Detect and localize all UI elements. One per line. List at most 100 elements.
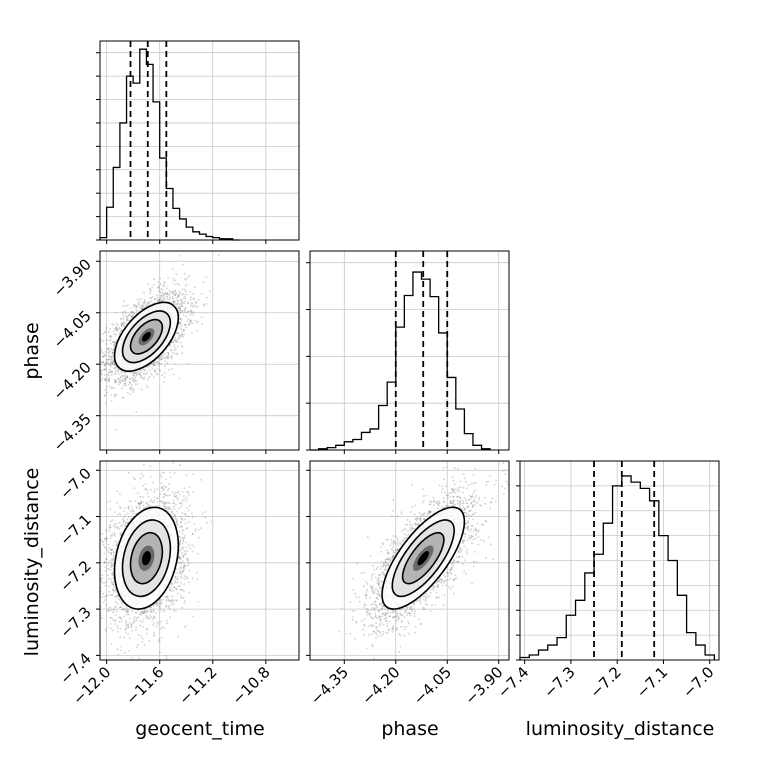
scatter-point: [133, 371, 136, 374]
scatter-point: [104, 351, 107, 353]
scatter-point: [115, 619, 117, 622]
scatter-point: [179, 562, 182, 565]
scatter-point: [105, 342, 108, 345]
scatter-point: [188, 274, 191, 277]
scatter-point: [139, 373, 142, 376]
scatter-point: [144, 482, 147, 485]
scatter-point: [107, 377, 110, 379]
scatter-point: [123, 325, 126, 328]
scatter-point: [141, 637, 144, 640]
scatter-point: [183, 487, 186, 490]
scatter-point: [153, 634, 156, 636]
scatter-point: [176, 282, 179, 285]
scatter-point: [104, 394, 106, 396]
scatter-point: [184, 300, 187, 303]
scatter-point: [105, 402, 107, 405]
scatter-point: [176, 520, 178, 523]
scatter-point: [190, 302, 193, 305]
scatter-point: [217, 254, 220, 256]
scatter-point: [128, 637, 131, 640]
scatter-point: [196, 321, 198, 324]
scatter-point: [108, 378, 110, 381]
scatter-point: [141, 307, 143, 309]
scatter-point: [108, 379, 110, 381]
scatter-point: [175, 297, 178, 300]
scatter-point: [169, 348, 172, 351]
scatter-point: [128, 649, 131, 652]
scatter-point: [139, 495, 142, 498]
scatter-point: [136, 383, 139, 385]
scatter-point: [174, 336, 177, 339]
scatter-point: [94, 639, 96, 641]
scatter-point: [124, 608, 126, 611]
scatter-point: [114, 526, 117, 528]
scatter-point: [177, 306, 180, 308]
scatter-point: [151, 362, 154, 365]
scatter-point: [191, 322, 194, 324]
scatter-point: [163, 471, 166, 474]
scatter-point: [108, 347, 110, 350]
scatter-point: [183, 537, 186, 539]
scatter-point: [189, 313, 192, 316]
scatter-point: [109, 371, 111, 374]
scatter-point: [140, 502, 142, 504]
scatter-point: [186, 363, 189, 365]
scatter-point: [100, 617, 103, 619]
scatter-point: [165, 293, 168, 295]
histogram-steps: [519, 475, 716, 660]
scatter-point: [110, 572, 113, 575]
scatter-point: [124, 621, 127, 624]
scatter-point: [160, 288, 163, 290]
scatter-point: [117, 377, 120, 380]
scatter-point: [179, 305, 181, 308]
scatter-point: [177, 635, 180, 638]
scatter-point: [122, 312, 124, 315]
scatter-point: [105, 358, 108, 361]
scatter-point: [177, 294, 180, 296]
scatter-point: [134, 612, 137, 614]
scatter-point: [140, 614, 143, 616]
scatter-point: [137, 616, 140, 618]
scatter-point: [103, 369, 106, 371]
scatter-point: [149, 297, 152, 300]
scatter-point: [177, 295, 179, 298]
scatter-point: [196, 329, 198, 332]
scatter-point: [178, 284, 181, 286]
scatter-point: [118, 327, 121, 329]
scatter-point: [120, 620, 123, 623]
scatter-point: [108, 527, 111, 529]
scatter-point: [184, 553, 187, 556]
scatter-point: [183, 575, 186, 577]
scatter-point: [156, 296, 159, 299]
scatter-point: [123, 384, 126, 387]
scatter-point: [181, 499, 184, 502]
scatter-point: [130, 624, 133, 627]
scatter-point: [191, 305, 194, 308]
scatter-point: [189, 322, 191, 325]
scatter-point: [156, 299, 159, 302]
scatter-point: [158, 285, 160, 288]
scatter-point: [173, 340, 176, 342]
scatter-point: [183, 323, 186, 326]
scatter-point: [166, 622, 168, 625]
scatter-point: [157, 290, 160, 293]
scatter-point: [107, 359, 110, 361]
scatter-point: [163, 627, 166, 629]
scatter-point: [174, 279, 177, 282]
scatter-point: [114, 395, 117, 398]
scatter-point: [137, 492, 139, 495]
scatter-point: [191, 512, 193, 515]
scatter-point: [186, 320, 189, 323]
scatter-point: [146, 302, 149, 305]
scatter-point: [101, 541, 104, 544]
scatter-point: [142, 463, 145, 466]
panel-content: [94, 461, 213, 660]
scatter-point: [187, 491, 190, 494]
scatter-point: [108, 377, 111, 380]
scatter-point: [104, 584, 107, 587]
scatter-point: [109, 537, 112, 540]
scatter-point: [147, 378, 149, 381]
scatter-point: [184, 307, 187, 309]
scatter-point: [124, 382, 126, 384]
scatter-point: [186, 283, 189, 286]
